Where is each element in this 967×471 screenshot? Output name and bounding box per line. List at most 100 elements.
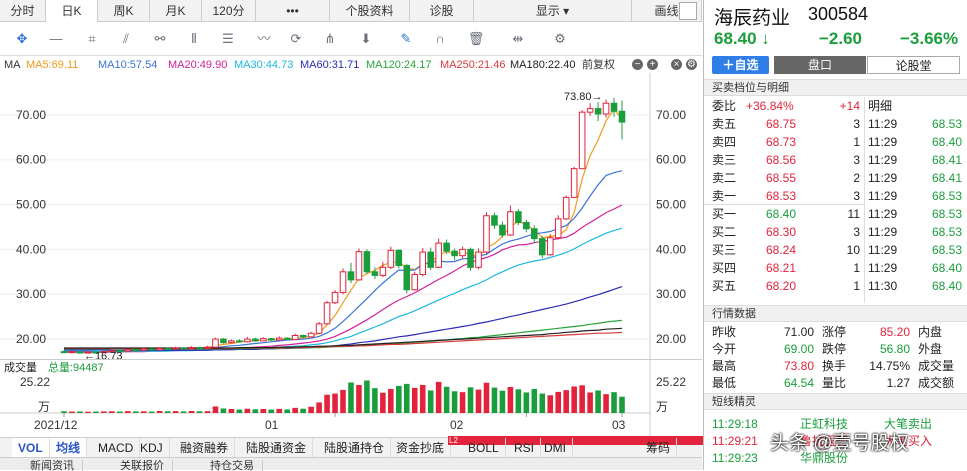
trash-icon[interactable]: 🗑: [467, 31, 485, 46]
volume-bar: [220, 408, 227, 413]
candle: [451, 248, 458, 261]
parallel-lines-icon[interactable]: ⦀: [191, 31, 197, 46]
fib-icon[interactable]: ☰: [222, 31, 234, 46]
tab-5[interactable]: •••: [256, 0, 330, 22]
fan-icon[interactable]: ⫽: [123, 31, 129, 46]
tab-8[interactable]: 显示 ▾: [474, 0, 632, 22]
elf-stock[interactable]: 华鼎股份: [800, 451, 849, 465]
elf-event: 大笔买入: [884, 434, 933, 448]
tab-2[interactable]: 周K: [98, 0, 150, 22]
detail-time: 11:29: [868, 261, 898, 275]
zoom-out-icon[interactable]: −: [632, 59, 643, 70]
volume-bar: [595, 390, 601, 413]
volume-bar: [77, 411, 83, 413]
short-elves-header: 短线精灵: [704, 393, 967, 410]
volume-unit-right: 万: [656, 400, 668, 414]
tab-6[interactable]: 个股资料: [330, 0, 410, 22]
y-tick-left: 30.00: [16, 287, 46, 301]
candle: [156, 347, 163, 351]
short-elves-list: 11:29:18 正虹科技 大笔卖出 11:29:21 鲁抗医药 大笔买入 11:29:23…: [704, 411, 967, 470]
volume-bar: [419, 385, 426, 413]
settings-icon[interactable]: ⚙: [686, 59, 697, 70]
elf-stock[interactable]: 鲁抗医药: [800, 434, 849, 448]
crop-icon[interactable]: ⌗: [88, 31, 96, 46]
indicator-tab-4[interactable]: 融资融券: [174, 438, 236, 458]
candle: [594, 102, 602, 122]
indicator-tab-9[interactable]: RSI: [508, 438, 542, 458]
candle: [212, 337, 219, 348]
indicator-tab-0[interactable]: VOL: [12, 438, 50, 458]
close-icon[interactable]: ×: [671, 59, 682, 70]
buy-label: 买四: [712, 261, 737, 275]
sell-label: 卖一: [712, 189, 737, 203]
detail-time: 11:29: [868, 171, 898, 185]
pitchfork-icon[interactable]: ⋔: [324, 31, 336, 46]
tab-3[interactable]: 月K: [150, 0, 202, 22]
quote-value: 73.80: [783, 359, 814, 373]
volume-bar: [356, 385, 362, 413]
volume-bar: [316, 402, 322, 413]
sell-price: 68.53: [766, 189, 797, 203]
volume-bar: [388, 389, 394, 413]
panel-toggle-icon[interactable]: [679, 2, 697, 20]
kline-chart[interactable]: 20.00 20.00 30.00 30.00 40.00 40.00 50.00 50.00…: [0, 73, 702, 437]
volume-bar: [411, 387, 418, 413]
tab-0[interactable]: 分时: [0, 0, 46, 22]
add-watchlist-button[interactable]: ＋自选: [712, 56, 769, 74]
volume-bar: [124, 411, 131, 413]
info-tab-2[interactable]: 持仓交易: [202, 460, 263, 471]
volume-bar: [403, 383, 410, 413]
indicator-tab-7[interactable]: 资金抄底: [390, 438, 452, 458]
cycle-icon[interactable]: ⟳: [290, 31, 302, 46]
candle: [299, 334, 307, 339]
settings-icon[interactable]: ⚙: [554, 31, 566, 46]
tab-7[interactable]: 诊股: [410, 0, 474, 22]
indicator-tab-1[interactable]: 均线: [50, 438, 88, 458]
info-tab-0[interactable]: 新闻资讯: [22, 460, 83, 471]
volume-bar: [300, 408, 306, 413]
buy-volume: 1: [853, 279, 860, 293]
indicator-tab-5[interactable]: 陆股通资金: [240, 438, 314, 458]
action-buttons: ＋自选 盘口 论股堂: [712, 56, 962, 74]
link-icon[interactable]: ⚯: [154, 31, 166, 46]
indicator-tab-2[interactable]: MACD: [92, 438, 141, 458]
detail-time: 11:29: [868, 135, 898, 149]
zoom-in-icon[interactable]: +: [647, 59, 658, 70]
restore-label[interactable]: 前复权: [582, 59, 615, 71]
tab-1[interactable]: 日K: [46, 0, 98, 22]
quote-label: 成交额: [918, 376, 955, 390]
wave-icon[interactable]: 〰: [257, 31, 271, 46]
line-icon[interactable]: —: [49, 31, 63, 46]
pankou-button[interactable]: 盘口: [774, 56, 866, 74]
elf-event: 大笔卖出: [884, 417, 933, 431]
indicator-tab-11[interactable]: 筹码: [640, 438, 678, 458]
candle: [491, 212, 498, 229]
detail-price: 68.53: [931, 207, 962, 221]
weibi-value: +36.84%: [746, 99, 794, 113]
forum-button[interactable]: 论股堂: [867, 56, 960, 74]
detail-time: 11:29: [868, 243, 898, 257]
arrow-down-icon[interactable]: ⬇: [360, 31, 372, 46]
tab-9[interactable]: 画线: [632, 0, 702, 22]
indicator-tab-6[interactable]: 陆股通持仓: [318, 438, 392, 458]
crosshair-icon[interactable]: ✥: [16, 31, 28, 46]
candle: [411, 271, 419, 291]
pen-icon[interactable]: ✎: [400, 31, 412, 46]
indicator-tab-3[interactable]: KDJ: [134, 438, 170, 458]
detail-time: 11:30: [868, 279, 898, 293]
magnet-icon[interactable]: ∩: [435, 31, 445, 46]
y-tick-right: 30.00: [656, 287, 686, 301]
elf-stock[interactable]: 正虹科技: [800, 417, 849, 431]
volume-bar: [276, 408, 283, 413]
ma-line-MA30: [64, 227, 623, 352]
split-icon[interactable]: ⇹: [512, 31, 524, 46]
indicator-tab-8[interactable]: BOLL: [462, 438, 506, 458]
info-tab-1[interactable]: 关联报价: [112, 460, 173, 471]
volume-bar: [85, 411, 91, 413]
ma-value-0: MA5:69.11: [26, 59, 79, 71]
volume-bar: [244, 408, 251, 413]
indicator-tab-10[interactable]: DMI: [538, 438, 573, 458]
tab-4[interactable]: 120分: [202, 0, 256, 22]
candle: [363, 249, 371, 275]
buy-price: 68.21: [766, 261, 797, 275]
